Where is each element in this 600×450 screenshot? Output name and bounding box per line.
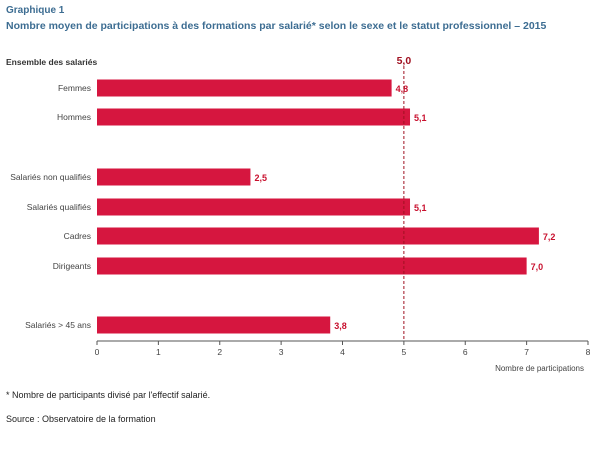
x-tick-label: 4 <box>340 347 345 357</box>
x-axis-label: Nombre de participations <box>495 364 584 373</box>
bar-0 <box>97 79 392 97</box>
chart-title: Nombre moyen de participations à des for… <box>6 20 547 32</box>
value-label: 2,5 <box>254 173 267 183</box>
x-tick-label: 7 <box>524 347 529 357</box>
bar-4 <box>97 227 539 245</box>
category-label: Dirigeants <box>53 261 91 271</box>
value-label: 7,0 <box>531 262 544 272</box>
category-label: Salariés qualifiés <box>27 202 91 212</box>
category-label: Hommes <box>57 112 91 122</box>
value-label: 5,1 <box>414 203 427 213</box>
source-note: Source : Observatoire de la formation <box>6 414 156 424</box>
group-label: Ensemble des salariés <box>6 57 98 67</box>
x-tick-label: 6 <box>463 347 468 357</box>
category-label: Salariés > 45 ans <box>25 320 91 330</box>
value-label: 5,1 <box>414 113 427 123</box>
x-tick-label: 8 <box>586 347 591 357</box>
bar-3 <box>97 198 411 216</box>
value-label: 7,2 <box>543 232 556 242</box>
footnote: * Nombre de participants divisé par l'ef… <box>6 390 211 400</box>
x-tick-label: 5 <box>402 347 407 357</box>
x-tick-label: 1 <box>156 347 161 357</box>
bar-6 <box>97 316 331 334</box>
bar-2 <box>97 168 251 186</box>
value-label: 3,8 <box>334 321 347 331</box>
category-label: Salariés non qualifiés <box>10 172 91 182</box>
x-tick-label: 0 <box>95 347 100 357</box>
bar-1 <box>97 108 411 126</box>
category-label: Femmes <box>58 83 91 93</box>
category-label: Cadres <box>64 231 91 241</box>
value-label: 4,8 <box>396 84 409 94</box>
chart-label: Graphique 1 <box>6 5 65 16</box>
x-tick-label: 2 <box>217 347 222 357</box>
bar-5 <box>97 257 527 275</box>
reference-label: 5,0 <box>397 55 412 67</box>
x-tick-label: 3 <box>279 347 284 357</box>
